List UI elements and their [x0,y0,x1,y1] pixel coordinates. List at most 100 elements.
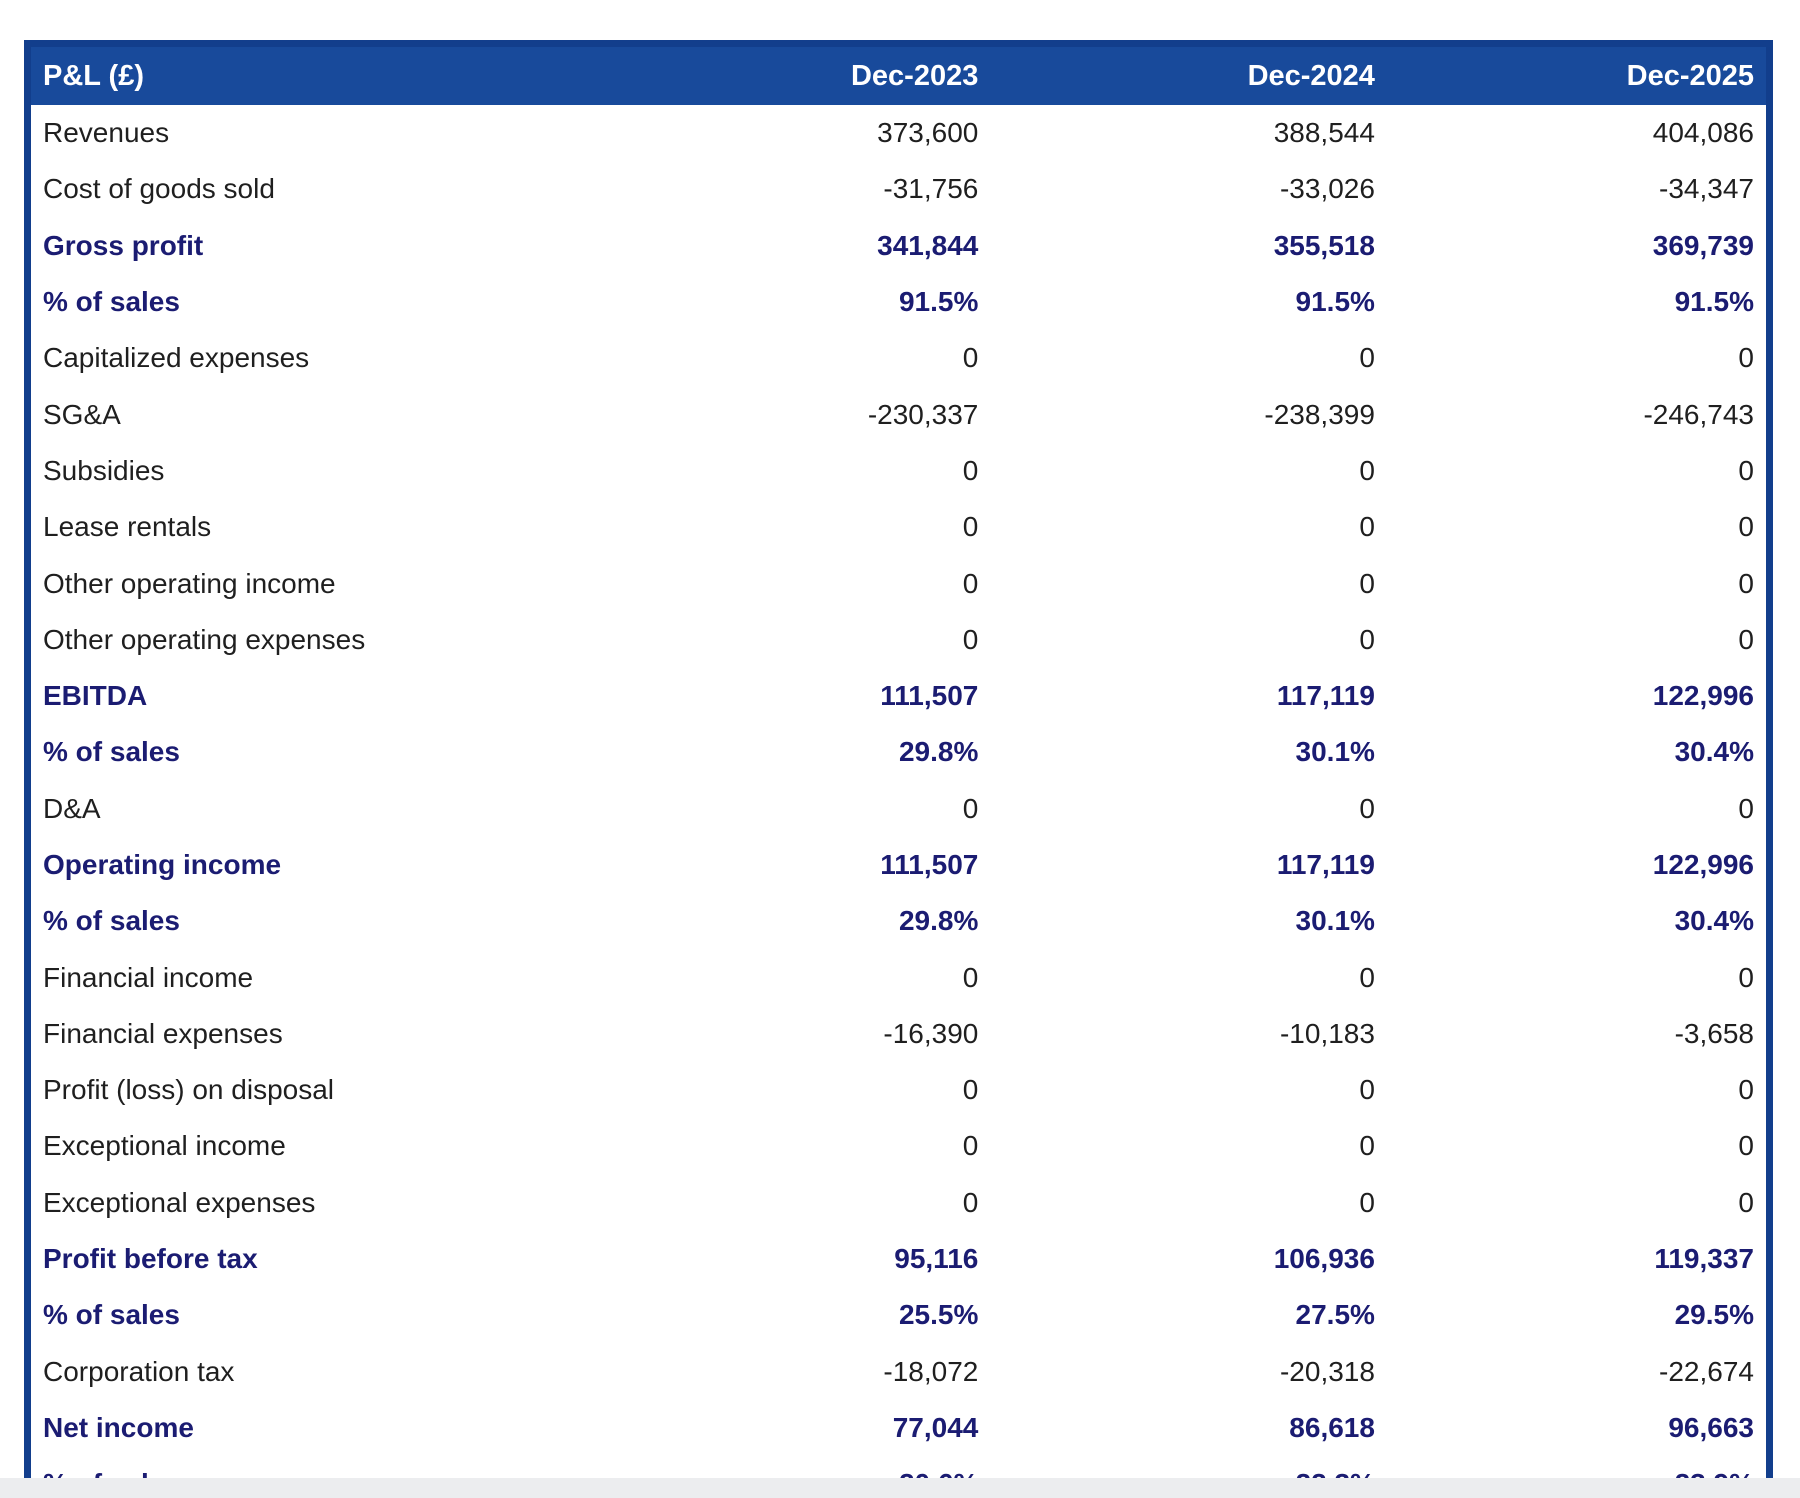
row-label-cell: Exceptional income [43,1130,286,1162]
value-cell: 122,996 [1652,680,1754,712]
value-cell: 0 [1738,961,1754,993]
value-cell: 0 [1738,1186,1754,1218]
pnl-table-container: P&L (£) Dec-2023 Dec-2024 Dec-2025 Reven… [24,40,1773,1498]
value-cell: 0 [962,567,979,599]
table-body: Revenues 373,600 388,544 404,086 Cost of… [28,105,1770,1498]
table-row: Operating income 111,507 117,119 122,996 [28,837,1770,893]
table-row: Exceptional income 0 0 0 [28,1118,1770,1174]
table-row: Profit (loss) on disposal 0 0 0 [28,1062,1770,1118]
value-cell: 341,844 [877,229,979,261]
value-cell: 29.5% [1674,1299,1754,1331]
table-row: Financial expenses -16,390 -10,183 -3,65… [28,1006,1770,1062]
table-row: Subsidies 0 0 0 [28,443,1770,499]
value-cell: 0 [1359,454,1375,486]
row-label-cell: EBITDA [43,680,148,712]
value-cell: 0 [962,511,979,543]
value-cell: 373,600 [877,117,979,149]
table-row: Exceptional expenses 0 0 0 [28,1175,1770,1231]
value-cell: 30.4% [1674,905,1754,937]
row-label-cell: D&A [43,792,101,824]
value-cell: 0 [1738,1074,1754,1106]
row-label-cell: Gross profit [43,229,204,261]
value-cell: -10,183 [1279,1017,1375,1049]
value-cell: -238,399 [1264,398,1375,430]
value-cell: 29.8% [898,736,979,768]
corner-header-cell: P&L (£) [27,43,592,105]
page-bottom-strip [0,1478,1800,1498]
row-label-cell: Revenues [43,117,170,149]
table-row: Other operating income 0 0 0 [28,555,1770,611]
value-cell: 77,044 [892,1411,979,1443]
table-row: Capitalized expenses 0 0 0 [28,330,1770,386]
table-row: Cost of goods sold -31,756 -33,026 -34,3… [28,161,1770,217]
value-cell: 30.1% [1295,736,1375,768]
value-cell: 0 [1738,1130,1754,1162]
value-cell: 0 [1359,1186,1375,1218]
value-cell: 0 [1738,454,1754,486]
row-label-cell: Other operating income [43,567,336,599]
value-cell: 0 [1359,1074,1375,1106]
value-cell: 117,119 [1276,680,1375,712]
value-cell: 0 [1738,511,1754,543]
value-cell: 96,663 [1668,1411,1754,1443]
value-cell: -230,337 [867,398,979,430]
value-cell: -22,674 [1659,1355,1754,1387]
row-label-cell: % of sales [43,905,180,937]
value-cell: 29.8% [898,905,979,937]
value-cell: 0 [1738,792,1754,824]
table-row: Financial income 0 0 0 [28,949,1770,1005]
value-cell: 117,119 [1276,849,1375,880]
value-cell: 404,086 [1652,117,1754,149]
row-label-cell: Subsidies [43,454,165,486]
value-cell: -34,347 [1659,173,1754,205]
value-cell: -33,026 [1279,173,1375,205]
table-row: Revenues 373,600 388,544 404,086 [28,105,1770,161]
value-cell: 355,518 [1273,229,1375,261]
value-cell: 30.1% [1295,905,1375,937]
row-label-cell: Financial expenses [43,1017,283,1049]
value-cell: 0 [1738,342,1754,374]
value-cell: 25.5% [898,1299,979,1331]
row-label-cell: Cost of goods sold [43,173,275,205]
value-cell: 0 [962,1186,979,1218]
row-label-cell: Lease rentals [43,511,212,543]
value-cell: -246,743 [1643,398,1754,430]
row-label-cell: SG&A [43,398,121,430]
value-cell: 0 [962,623,979,655]
table-row: Corporation tax -18,072 -20,318 -22,674 [28,1344,1770,1400]
row-label-cell: % of sales [43,736,180,768]
value-cell: 86,618 [1289,1411,1375,1443]
row-label-cell: % of sales [43,1299,180,1331]
year-column-header: Dec-2025 [1386,43,1770,105]
table-row: Net income 77,044 86,618 96,663 [28,1400,1770,1456]
value-cell: 0 [1359,342,1375,374]
value-cell: 369,739 [1652,229,1754,261]
value-cell: 0 [1738,567,1754,599]
value-cell: 111,507 [880,680,979,712]
row-label-cell: Capitalized expenses [43,342,310,374]
table-row: % of sales 25.5% 27.5% 29.5% [28,1287,1770,1343]
year-column-header: Dec-2023 [591,43,991,105]
table-row: D&A 0 0 0 [28,781,1770,837]
row-label-cell: Net income [43,1411,194,1443]
value-cell: 0 [1359,1130,1375,1162]
row-label-cell: Exceptional expenses [43,1186,316,1218]
value-cell: 0 [962,342,979,374]
value-cell: 0 [962,792,979,824]
value-cell: 0 [962,1074,979,1106]
value-cell: 0 [1738,623,1754,655]
table-header-row: P&L (£) Dec-2023 Dec-2024 Dec-2025 [27,43,1770,105]
value-cell: 95,116 [894,1243,979,1275]
value-cell: -16,390 [883,1017,979,1049]
row-label-cell: Profit before tax [43,1243,258,1275]
row-label-cell: Profit (loss) on disposal [43,1074,335,1106]
value-cell: 0 [1359,792,1375,824]
value-cell: 0 [1359,961,1375,993]
table-row: % of sales 29.8% 30.1% 30.4% [28,724,1770,780]
value-cell: 0 [1359,511,1375,543]
value-cell: -18,072 [883,1355,979,1387]
year-column-header: Dec-2024 [990,43,1387,105]
value-cell: 30.4% [1674,736,1754,768]
value-cell: 0 [962,454,979,486]
